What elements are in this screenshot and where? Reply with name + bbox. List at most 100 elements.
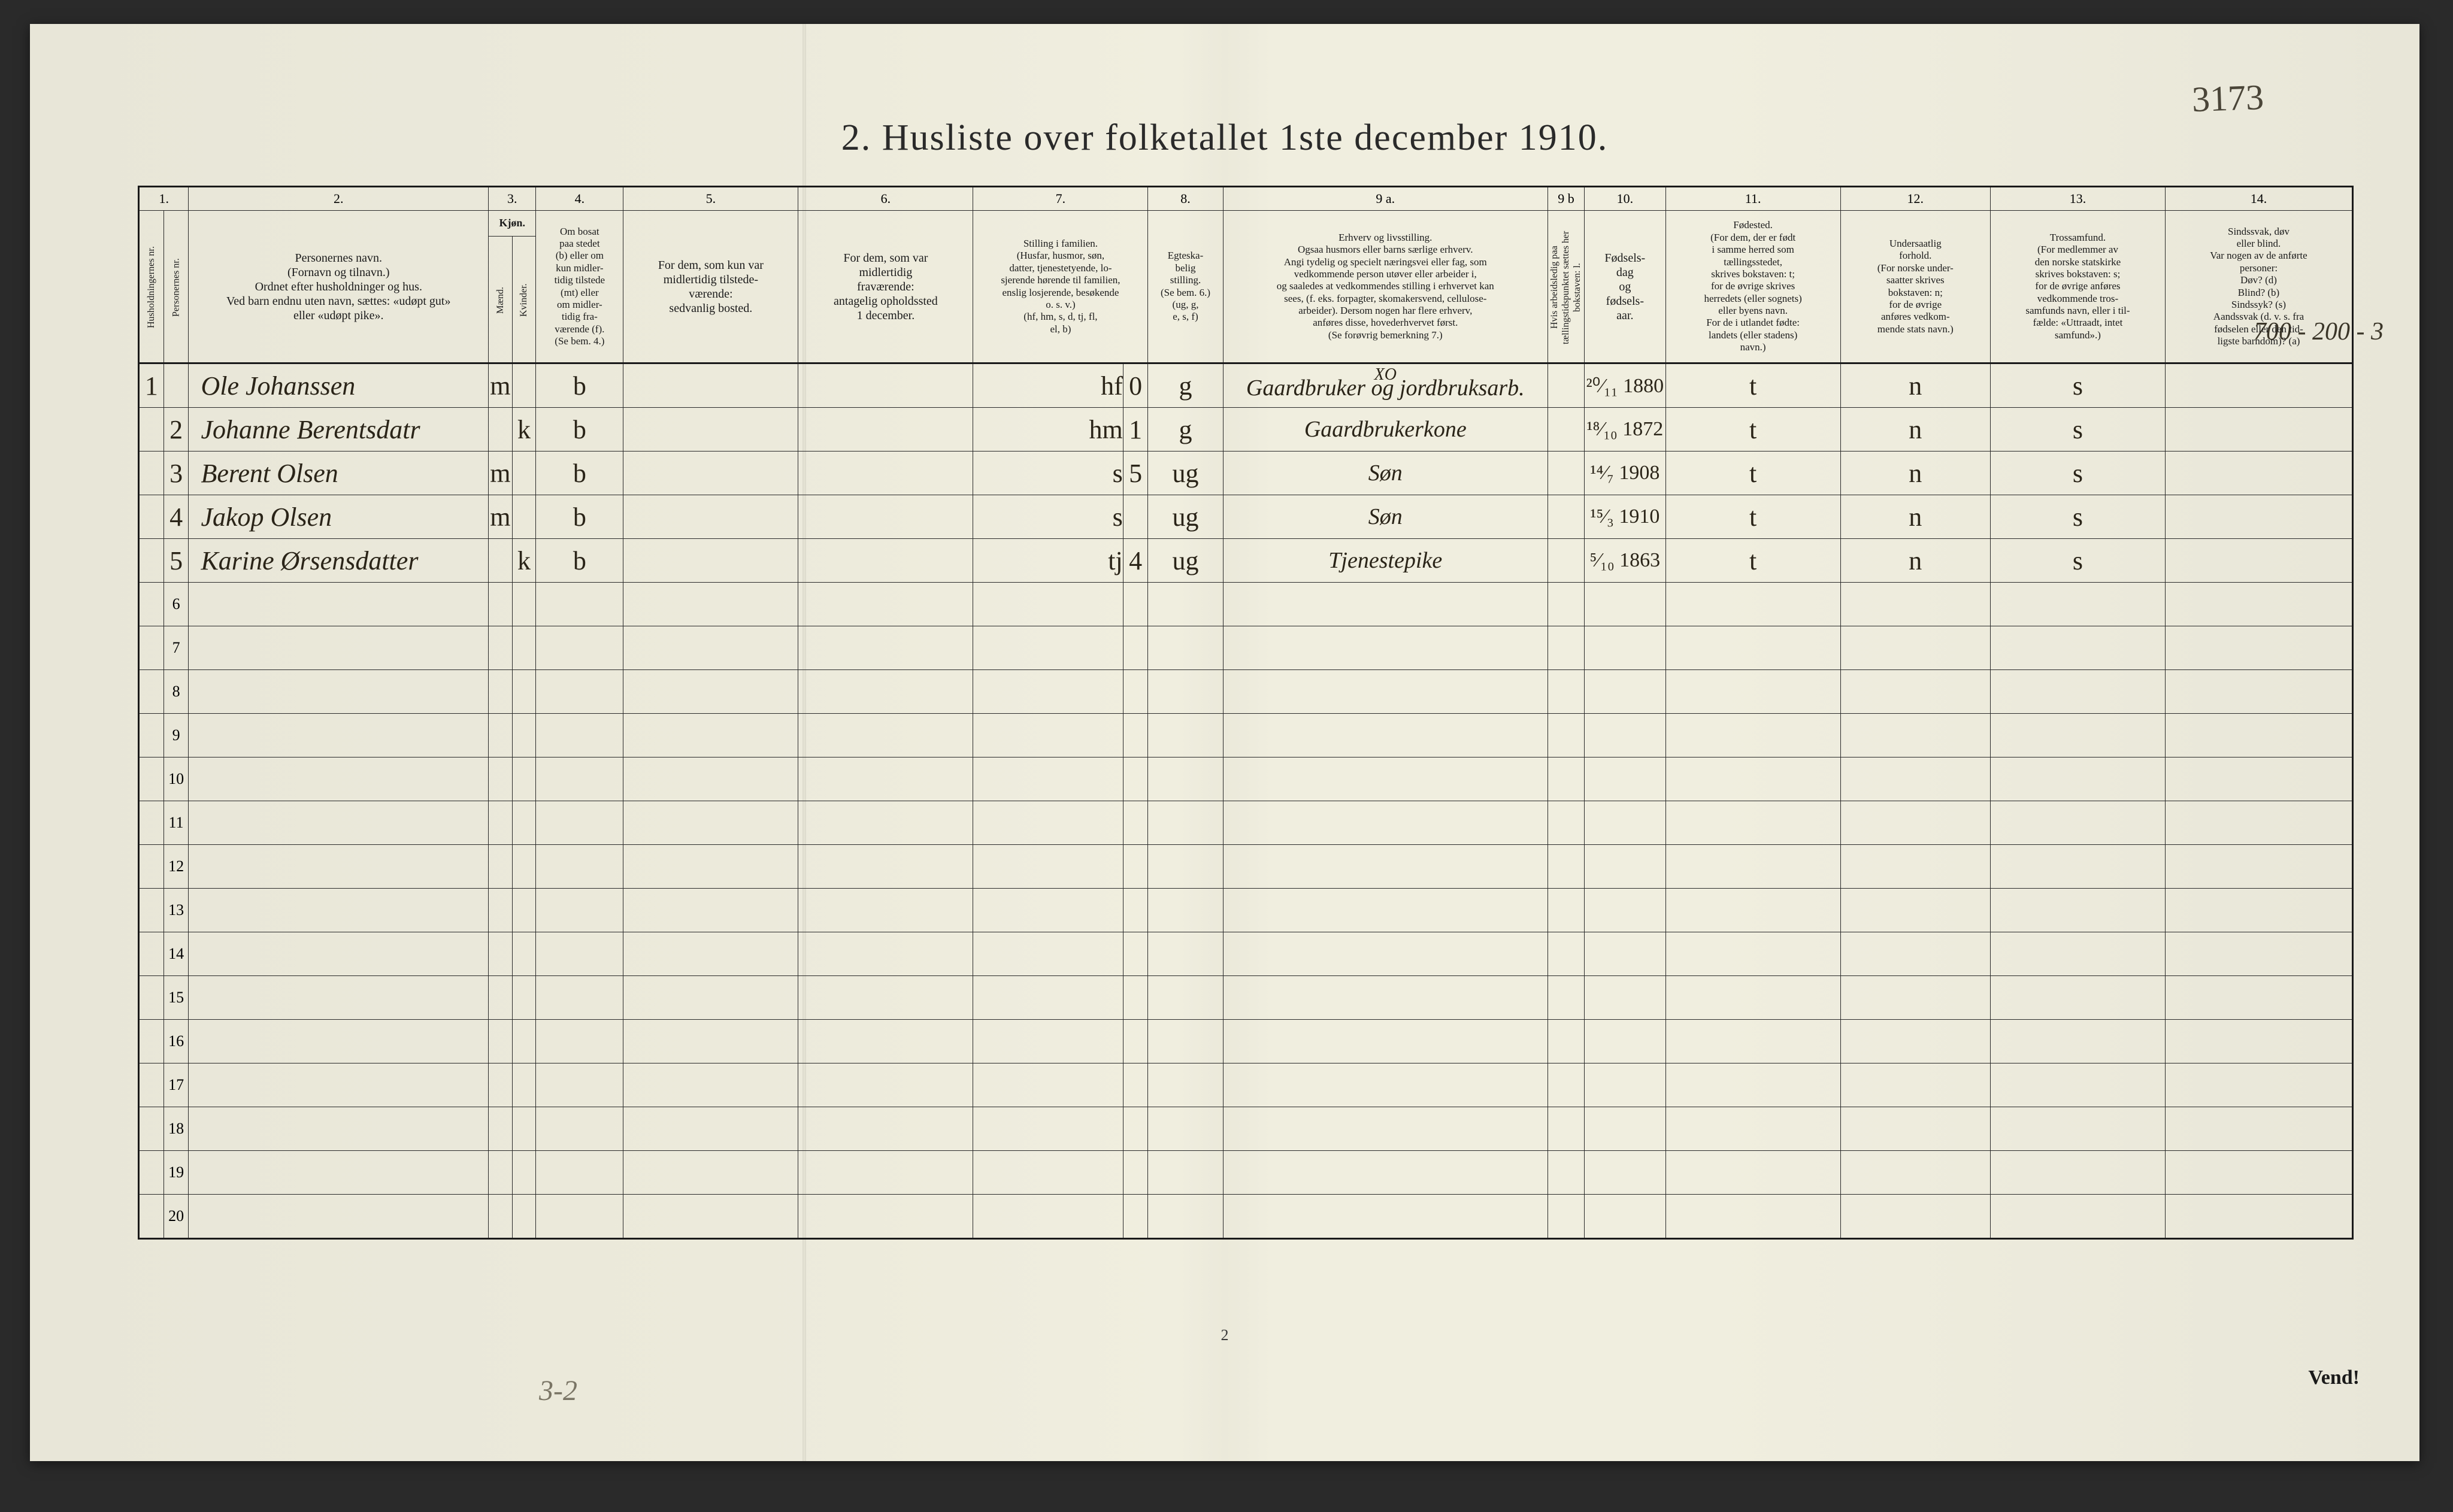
cell-empty [536,976,623,1020]
cell-empty [2165,845,2352,889]
cell-hh [139,539,164,583]
cell-born: ²⁰⁄₁₁ 1880 [1585,363,1666,408]
cell-hh [139,452,164,495]
cell-empty [1148,1195,1223,1239]
cell-empty [798,757,973,801]
cell-empty [512,932,536,976]
cell-empty [1840,670,1990,714]
colnum-4: 4. [536,187,623,211]
cell-nat: n [1840,408,1990,452]
cell-empty [536,1063,623,1107]
colnum-6: 6. [798,187,973,211]
cell-empty [489,1063,513,1107]
cell-empty [1148,976,1223,1020]
hdr-sex: Kjøn. [489,211,536,237]
cell-pn: 12 [163,845,189,889]
cell-empty [1123,889,1148,932]
cell-empty [1123,1195,1148,1239]
cell-empty [798,1195,973,1239]
cell-empty [1547,1063,1584,1107]
hdr-fodested: Fødested. (For dem, der er født i samme … [1665,211,1840,363]
cell-empty [189,757,489,801]
cell-empty [798,932,973,976]
cell-empty [536,1195,623,1239]
cell-empty [1840,889,1990,932]
cell-empty [973,801,1123,845]
cell-empty [798,1063,973,1107]
cell-c14 [2165,452,2352,495]
cell-empty [1665,1195,1840,1239]
cell-empty [1840,1195,1990,1239]
cell-bosat: b [536,452,623,495]
cell-fam: s [973,452,1123,495]
cell-occ: Gaardbrukerkone [1223,408,1547,452]
cell-empty [1148,1020,1223,1063]
table-row: 17 [139,1063,2353,1107]
cell-empty [2165,976,2352,1020]
cell-empty [1148,670,1223,714]
cell-empty [1148,626,1223,670]
cell-empty [1123,801,1148,845]
cell-empty [1223,976,1547,1020]
cell-empty [1123,1151,1148,1195]
cell-hh [139,714,164,757]
cell-famnum: 5 [1123,452,1148,495]
cell-name: Jakop Olsen [189,495,489,539]
cell-empty [512,1063,536,1107]
cell-empty [1123,757,1148,801]
cell-empty [1665,1107,1840,1151]
cell-ledig [1547,363,1584,408]
cell-hh [139,670,164,714]
cell-empty [536,889,623,932]
cell-nat: n [1840,495,1990,539]
cell-empty [189,889,489,932]
cell-empty [2165,1195,2352,1239]
cell-empty [512,1020,536,1063]
cell-empty [489,626,513,670]
cell-empty [1223,932,1547,976]
header-row: Husholdningernes nr. Personernes nr. Per… [139,211,2353,237]
cell-empty [1990,1195,2165,1239]
colnum-10: 10. [1585,187,1666,211]
cell-empty [1123,932,1148,976]
cell-empty [2165,670,2352,714]
cell-empty [1585,1151,1666,1195]
cell-born: ¹⁸⁄₁₀ 1872 [1585,408,1666,452]
cell-empty [623,1151,798,1195]
cell-empty [973,626,1123,670]
cell-empty [489,1151,513,1195]
cell-empty [189,714,489,757]
cell-c5 [623,495,798,539]
cell-eg: ug [1148,452,1223,495]
cell-hh [139,845,164,889]
cell-ledig [1547,452,1584,495]
cell-empty [798,670,973,714]
cell-empty [1585,757,1666,801]
table-row: 5Karine Ørsensdatterkbtj4ugTjenestepike⁵… [139,539,2353,583]
cell-empty [623,626,798,670]
cell-empty [189,976,489,1020]
hdr-egte: Egteska- belig stilling. (Se bem. 6.) (u… [1148,211,1223,363]
cell-empty [1990,583,2165,626]
cell-empty [489,583,513,626]
cell-empty [1223,889,1547,932]
cell-empty [1840,845,1990,889]
cell-empty [1840,801,1990,845]
colnum-3: 3. [489,187,536,211]
cell-empty [489,932,513,976]
cell-empty [798,1151,973,1195]
cell-c14 [2165,539,2352,583]
cell-empty [1585,845,1666,889]
cell-empty [189,1020,489,1063]
cell-empty [512,889,536,932]
hdr-name: Personernes navn. (Fornavn og tilnavn.) … [189,211,489,363]
cell-empty [512,670,536,714]
cell-empty [1547,583,1584,626]
cell-pn: 14 [163,932,189,976]
cell-hh [139,408,164,452]
cell-empty [2165,583,2352,626]
cell-tro: s [1990,495,2165,539]
cell-empty [1123,1107,1148,1151]
cell-empty [2165,1107,2352,1151]
cell-empty [1148,714,1223,757]
